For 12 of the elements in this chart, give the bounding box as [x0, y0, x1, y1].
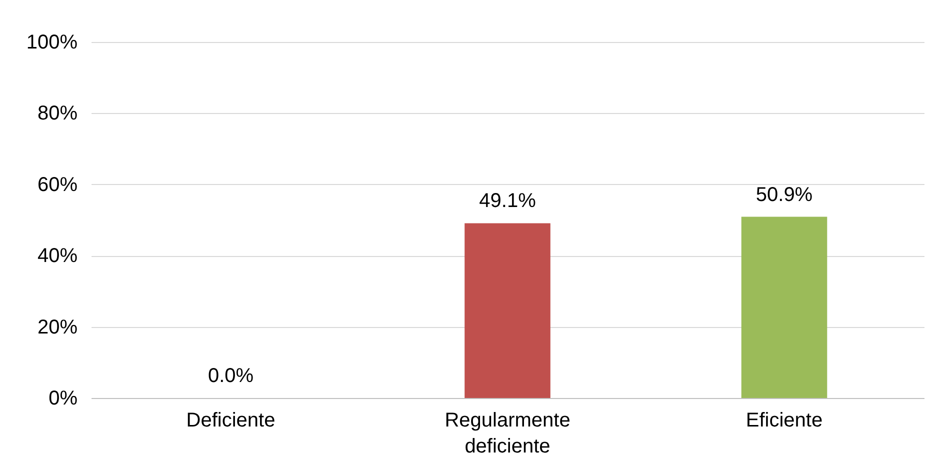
y-tick-label: 40%: [37, 245, 78, 268]
y-tick-label: 100%: [26, 32, 78, 54]
y-tick-label: 0%: [48, 388, 78, 410]
y-tick-label: 60%: [37, 174, 78, 196]
x-tick-label: Regularmente deficiente: [444, 410, 570, 458]
x-tick-label: Eficiente: [746, 410, 823, 432]
y-tick-label: 20%: [37, 316, 78, 338]
x-tick-label: Deficiente: [186, 410, 276, 432]
data-label: 49.1%: [479, 190, 536, 212]
data-label: 0.0%: [208, 365, 254, 387]
data-label: 50.9%: [756, 184, 813, 206]
y-tick-label: 80%: [37, 102, 78, 125]
